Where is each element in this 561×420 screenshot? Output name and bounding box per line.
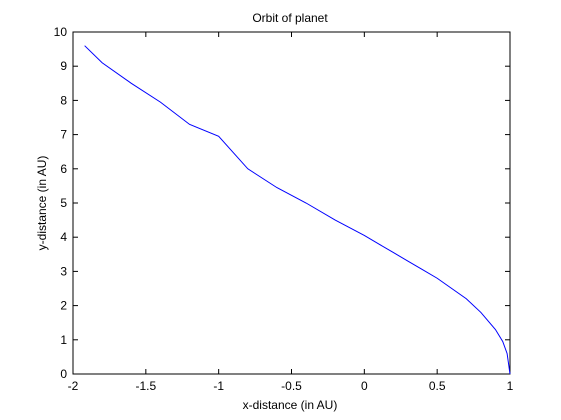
x-tick-label: 1 — [507, 379, 514, 393]
chart-title: Orbit of planet — [252, 11, 328, 25]
plot-area — [72, 31, 511, 375]
y-tick-label: 6 — [60, 162, 67, 176]
x-tick-label: -0.5 — [281, 379, 302, 393]
x-tick-label: 0.5 — [429, 379, 446, 393]
x-tick-label: -1.5 — [135, 379, 156, 393]
x-tick-label: -2 — [68, 379, 79, 393]
y-tick-label: 5 — [60, 196, 67, 210]
y-tick-label: 0 — [60, 367, 67, 381]
y-tick-label: 8 — [60, 93, 67, 107]
orbit-series-line — [84, 45, 511, 375]
x-axis-ticks: -2 -1.5 -1 -0.5 0 0.5 1 — [68, 32, 514, 393]
x-axis-label: x-distance (in AU) — [243, 398, 338, 412]
y-tick-label: 9 — [60, 59, 67, 73]
y-tick-label: 10 — [54, 25, 68, 39]
y-tick-label: 3 — [60, 264, 67, 278]
y-axis-label: y-distance (in AU) — [35, 156, 49, 251]
y-tick-label: 4 — [60, 230, 67, 244]
y-axis-ticks: 0 1 2 3 4 5 6 7 8 9 10 — [54, 25, 510, 381]
x-tick-label: -1 — [213, 379, 224, 393]
y-tick-label: 7 — [60, 128, 67, 142]
y-tick-label: 2 — [60, 299, 67, 313]
x-tick-label: 0 — [361, 379, 368, 393]
y-tick-label: 1 — [60, 333, 67, 347]
